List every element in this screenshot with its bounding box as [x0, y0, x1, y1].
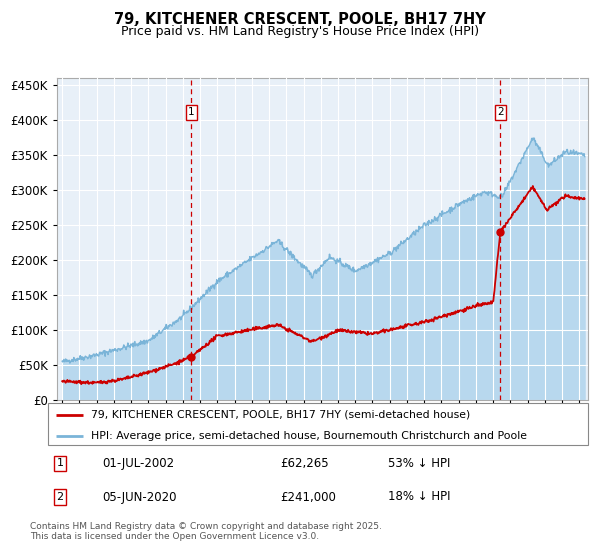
Text: 18% ↓ HPI: 18% ↓ HPI [388, 491, 451, 503]
Text: £62,265: £62,265 [280, 457, 329, 470]
Text: Contains HM Land Registry data © Crown copyright and database right 2025.
This d: Contains HM Land Registry data © Crown c… [30, 522, 382, 542]
Text: 1: 1 [188, 107, 195, 117]
Text: £241,000: £241,000 [280, 491, 336, 503]
Text: 79, KITCHENER CRESCENT, POOLE, BH17 7HY: 79, KITCHENER CRESCENT, POOLE, BH17 7HY [114, 12, 486, 27]
Text: 2: 2 [56, 492, 64, 502]
Text: 1: 1 [56, 459, 64, 468]
Text: HPI: Average price, semi-detached house, Bournemouth Christchurch and Poole: HPI: Average price, semi-detached house,… [91, 431, 527, 441]
Text: 05-JUN-2020: 05-JUN-2020 [102, 491, 176, 503]
Text: 2: 2 [497, 107, 504, 117]
Text: 53% ↓ HPI: 53% ↓ HPI [388, 457, 451, 470]
Text: Price paid vs. HM Land Registry's House Price Index (HPI): Price paid vs. HM Land Registry's House … [121, 25, 479, 38]
FancyBboxPatch shape [48, 403, 588, 445]
Text: 79, KITCHENER CRESCENT, POOLE, BH17 7HY (semi-detached house): 79, KITCHENER CRESCENT, POOLE, BH17 7HY … [91, 410, 470, 420]
Text: 01-JUL-2002: 01-JUL-2002 [102, 457, 174, 470]
